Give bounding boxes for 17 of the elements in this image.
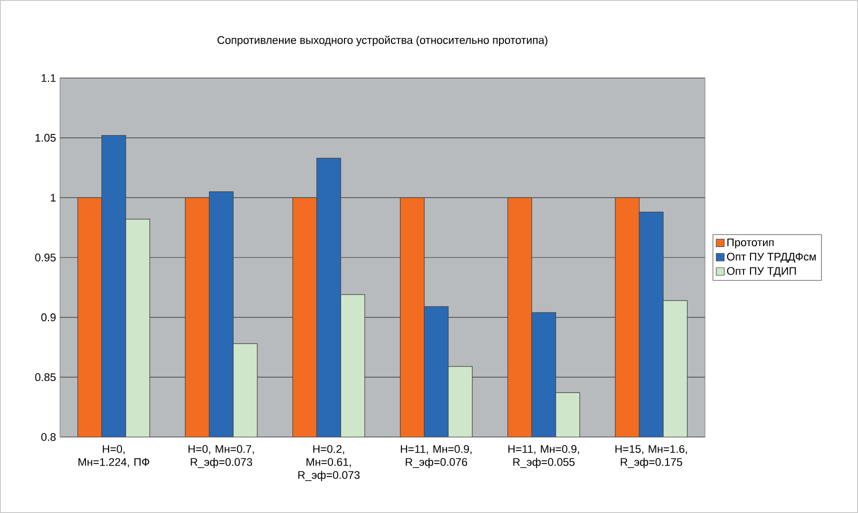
chart-title: Сопротивление выходного устройства (относительно прототипа) [217,36,548,46]
x-tick-label: H=0, Мн=0.7, R_эф=0.073 [188,445,254,468]
y-tick-label: 0.9 [41,313,56,322]
y-tick-label: 1 [50,194,56,202]
y-tick-label: 1.1 [42,74,56,82]
x-tick-label: H=11, Мн=0.9, R_эф=0.076 [400,445,472,468]
y-tick-label: 0.85 [35,373,56,382]
legend-label: Опт ПУ ТДИП [727,267,796,277]
legend-label: Опт ПУ ТРДДФсм [727,252,816,263]
y-tick-label: 0.95 [35,254,56,262]
x-tick-label: H=11, Мн=0.9, R_эф=0.055 [508,445,580,468]
y-tick-label: 1.05 [36,134,56,142]
y-tick-label: 0.8 [41,433,56,441]
x-tick-label: H=0.2, Мн=0.61, R_эф=0.073 [298,445,360,482]
x-tick-label: H=0, Мн=1.224, ПФ [78,445,150,468]
legend-label: Прототип [727,238,774,248]
x-tick-label: H=15, Мн=1.6, R_эф=0.175 [615,445,687,468]
